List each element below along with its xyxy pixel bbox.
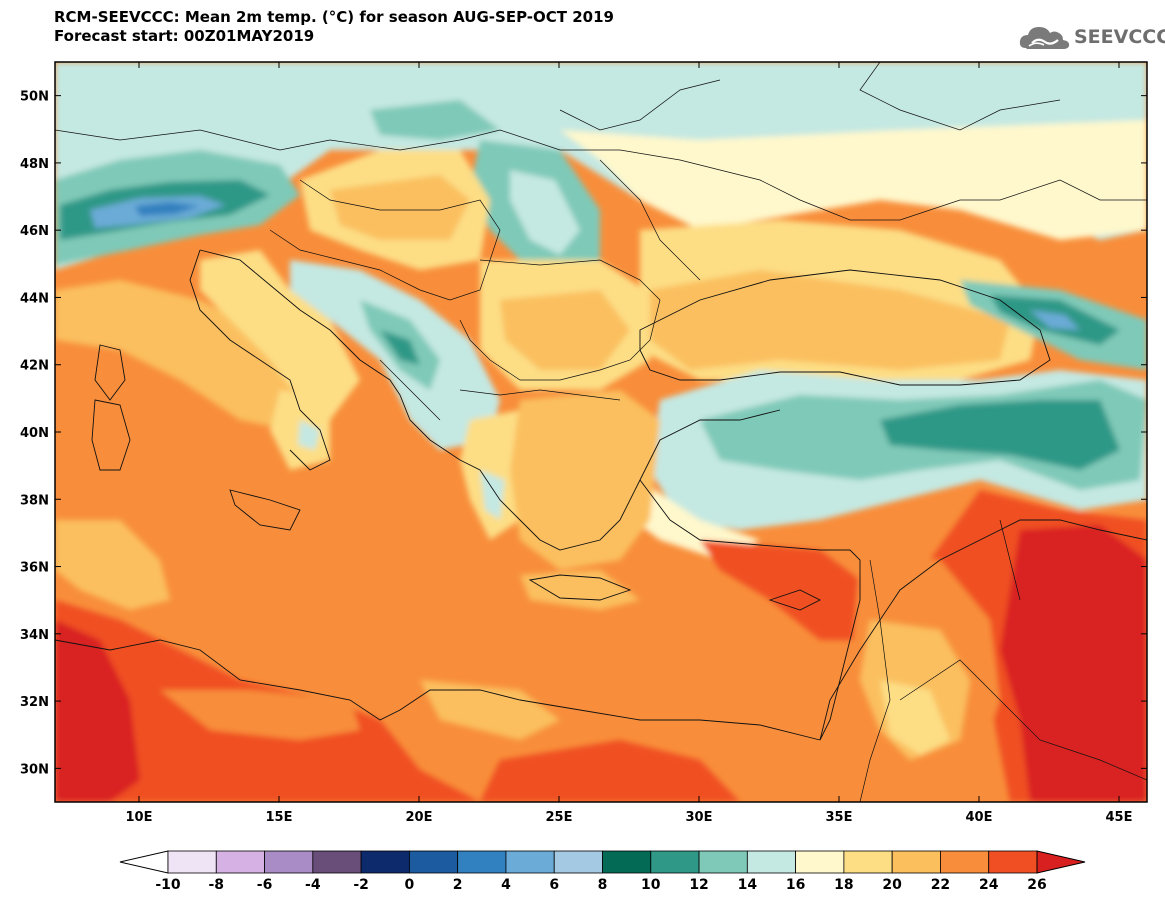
lon-tick-label: 45E xyxy=(1106,810,1133,825)
colorbar-label: -10 xyxy=(155,877,181,893)
colorbar-label: 8 xyxy=(598,877,608,893)
colorbar-label: 4 xyxy=(501,877,511,893)
lat-tick-label: 50N xyxy=(20,90,49,105)
colorbar-label: 10 xyxy=(641,877,661,893)
colorbar-swatch xyxy=(264,850,314,874)
colorbar-label: 24 xyxy=(979,877,999,893)
lat-tick-label: 38N xyxy=(20,493,49,508)
colorbar-label: 26 xyxy=(1027,877,1046,893)
lat-tick-label: 42N xyxy=(20,359,49,374)
colorbar-label: 2 xyxy=(453,877,463,893)
colorbar-swatch xyxy=(698,850,748,874)
colorbar-swatch xyxy=(167,850,217,874)
colorbar-swatch xyxy=(843,850,893,874)
country-borders xyxy=(55,62,1147,802)
colorbar-swatch xyxy=(360,850,410,874)
colorbar-label: 12 xyxy=(689,877,708,893)
colorbar-swatch xyxy=(408,850,459,874)
colorbar-swatch xyxy=(457,850,507,874)
title-line-1: RCM-SEEVCCC: Mean 2m temp. (°C) for seas… xyxy=(54,8,614,26)
lat-tick-label: 40N xyxy=(20,426,49,441)
colorbar-swatch xyxy=(940,850,990,874)
colorbar-label: 0 xyxy=(405,877,415,893)
colorbar-swatch xyxy=(553,850,603,874)
lat-tick-label: 34N xyxy=(20,628,49,643)
colorbar-swatch xyxy=(988,850,1038,874)
colorbar-label: 14 xyxy=(738,877,758,893)
logo-text: SEEVCCC xyxy=(1074,26,1165,48)
colorbar-label: 20 xyxy=(882,877,902,893)
colorbar-swatch xyxy=(795,850,845,874)
colorbar-label: -2 xyxy=(353,877,369,893)
lat-tick-label: 36N xyxy=(20,561,49,576)
colorbar-label: -6 xyxy=(257,877,273,893)
colorbar-label: -4 xyxy=(305,877,321,893)
cloud-icon xyxy=(1019,27,1070,49)
temperature-field xyxy=(55,62,1147,802)
colorbar-label: 16 xyxy=(786,877,805,893)
lon-tick-label: 30E xyxy=(686,810,713,825)
colorbar-swatch xyxy=(650,850,700,874)
lat-tick-label: 44N xyxy=(20,291,49,306)
lat-tick-label: 46N xyxy=(20,224,49,239)
lat-tick-label: 48N xyxy=(20,157,49,172)
axis-ticks: 10E 15E 20E 25E 30E 35E 40E 45E 30N 32N 34N 36N 38N 4… xyxy=(20,62,1147,825)
lon-tick-label: 15E xyxy=(266,810,293,825)
colorbar-high-arrow xyxy=(1036,850,1086,874)
lon-tick-label: 35E xyxy=(826,810,853,825)
colorbar-swatch xyxy=(312,850,362,874)
chart-title: RCM-SEEVCCC: Mean 2m temp. (°C) for seas… xyxy=(54,8,614,46)
colorbar-label: 22 xyxy=(931,877,950,893)
colorbar-swatch xyxy=(891,850,941,874)
lat-tick-label: 30N xyxy=(20,762,49,777)
colorbar-swatch xyxy=(505,850,555,874)
lat-tick-label: 32N xyxy=(20,695,49,710)
colorbar-label: 6 xyxy=(549,877,559,893)
seevccc-logo: SEEVCCC xyxy=(1018,22,1165,54)
colorbar-label: 18 xyxy=(834,877,853,893)
lon-tick-label: 25E xyxy=(546,810,573,825)
colorbar-label: -8 xyxy=(208,877,224,893)
coastlines xyxy=(55,249,1147,741)
colorbar-swatch xyxy=(215,850,265,874)
lon-tick-label: 40E xyxy=(966,810,993,825)
colorbar-swatch xyxy=(746,850,797,874)
colorbar-swatch xyxy=(602,850,652,874)
title-line-2: Forecast start: 00Z01MAY2019 xyxy=(54,27,315,45)
lon-tick-label: 20E xyxy=(406,810,433,825)
lon-tick-label: 10E xyxy=(126,810,153,825)
colorbar: -10 -8 -6 -4 -2 0 2 4 6 8 10 12 14 16 18 20 22 24 26 xyxy=(119,850,1086,893)
colorbar-low-arrow xyxy=(119,850,169,874)
